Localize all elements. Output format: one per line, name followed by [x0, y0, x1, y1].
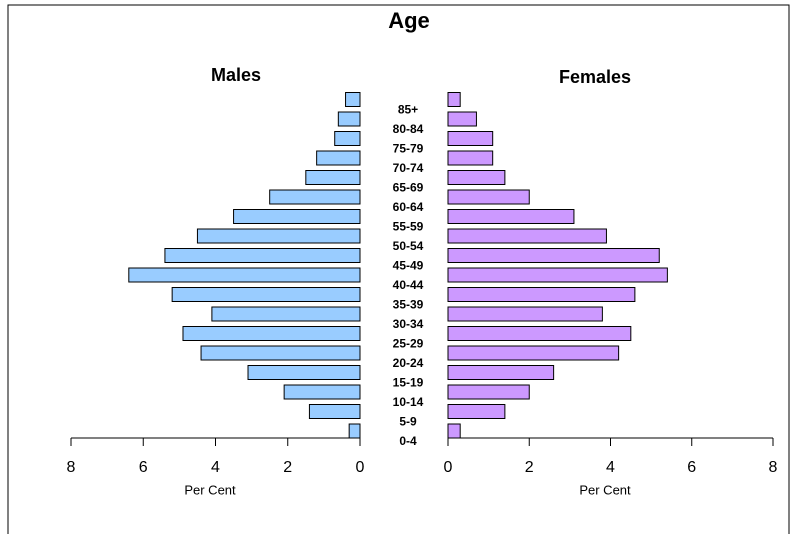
bar [233, 209, 361, 224]
bar [128, 267, 361, 283]
bar [171, 287, 361, 302]
legend-label: Males [211, 65, 261, 85]
category-label: 60-64 [393, 200, 424, 214]
x-tick-label: 0 [356, 459, 365, 476]
bar [447, 404, 506, 419]
bar [308, 404, 361, 419]
legend-label: Females [559, 67, 631, 87]
x-tick-label: 6 [139, 459, 148, 476]
bar [447, 150, 494, 166]
bar [345, 92, 361, 107]
bar [283, 384, 361, 400]
bar [447, 189, 530, 205]
bar [447, 423, 461, 439]
category-label: 80-84 [393, 122, 424, 136]
category-label: 20-24 [393, 356, 424, 370]
x-axis-label: Per Cent [579, 482, 631, 497]
bar [447, 365, 555, 380]
category-label: 40-44 [393, 278, 424, 292]
x-tick-label: 4 [211, 459, 220, 476]
chart-title: Age [388, 8, 430, 33]
category-label: 0-4 [399, 434, 417, 448]
bar [247, 365, 361, 380]
chart-frame [7, 4, 790, 534]
bar [447, 248, 660, 263]
category-label: 25-29 [393, 337, 424, 351]
x-tick-label: 8 [67, 459, 76, 476]
bar [196, 228, 361, 244]
category-label: 45-49 [393, 259, 424, 273]
x-tick-label: 2 [525, 459, 534, 476]
bar [447, 170, 506, 185]
category-label: 70-74 [393, 161, 424, 175]
bar [447, 306, 603, 322]
bar [348, 423, 361, 439]
bar [447, 131, 494, 146]
category-label: 55-59 [393, 220, 424, 234]
category-label: 65-69 [393, 181, 424, 195]
category-label: 85+ [398, 103, 418, 117]
x-tick-label: 0 [444, 459, 453, 476]
x-tick-label: 6 [687, 459, 696, 476]
bar [447, 326, 632, 341]
bar [447, 111, 477, 127]
bar [211, 306, 361, 322]
bar [447, 92, 461, 107]
bar [305, 170, 361, 185]
category-label: 50-54 [393, 239, 424, 253]
category-label: 30-34 [393, 317, 424, 331]
bar [334, 131, 361, 146]
bar [200, 345, 361, 361]
category-label: 35-39 [393, 298, 424, 312]
x-tick-label: 4 [606, 459, 615, 476]
bar [447, 287, 636, 302]
x-axis-label: Per Cent [184, 482, 236, 497]
bar [447, 228, 607, 244]
category-label: 15-19 [393, 376, 424, 390]
bar [164, 248, 361, 263]
bar [447, 209, 575, 224]
bar [269, 189, 361, 205]
bar [447, 384, 530, 400]
category-label: 10-14 [393, 395, 424, 409]
bar [447, 345, 620, 361]
bar [182, 326, 361, 341]
bar [447, 267, 668, 283]
x-tick-label: 2 [283, 459, 292, 476]
bar [337, 111, 361, 127]
category-label: 75-79 [393, 142, 424, 156]
bar [316, 150, 361, 166]
x-tick-label: 8 [769, 459, 778, 476]
category-label: 5-9 [399, 415, 417, 429]
